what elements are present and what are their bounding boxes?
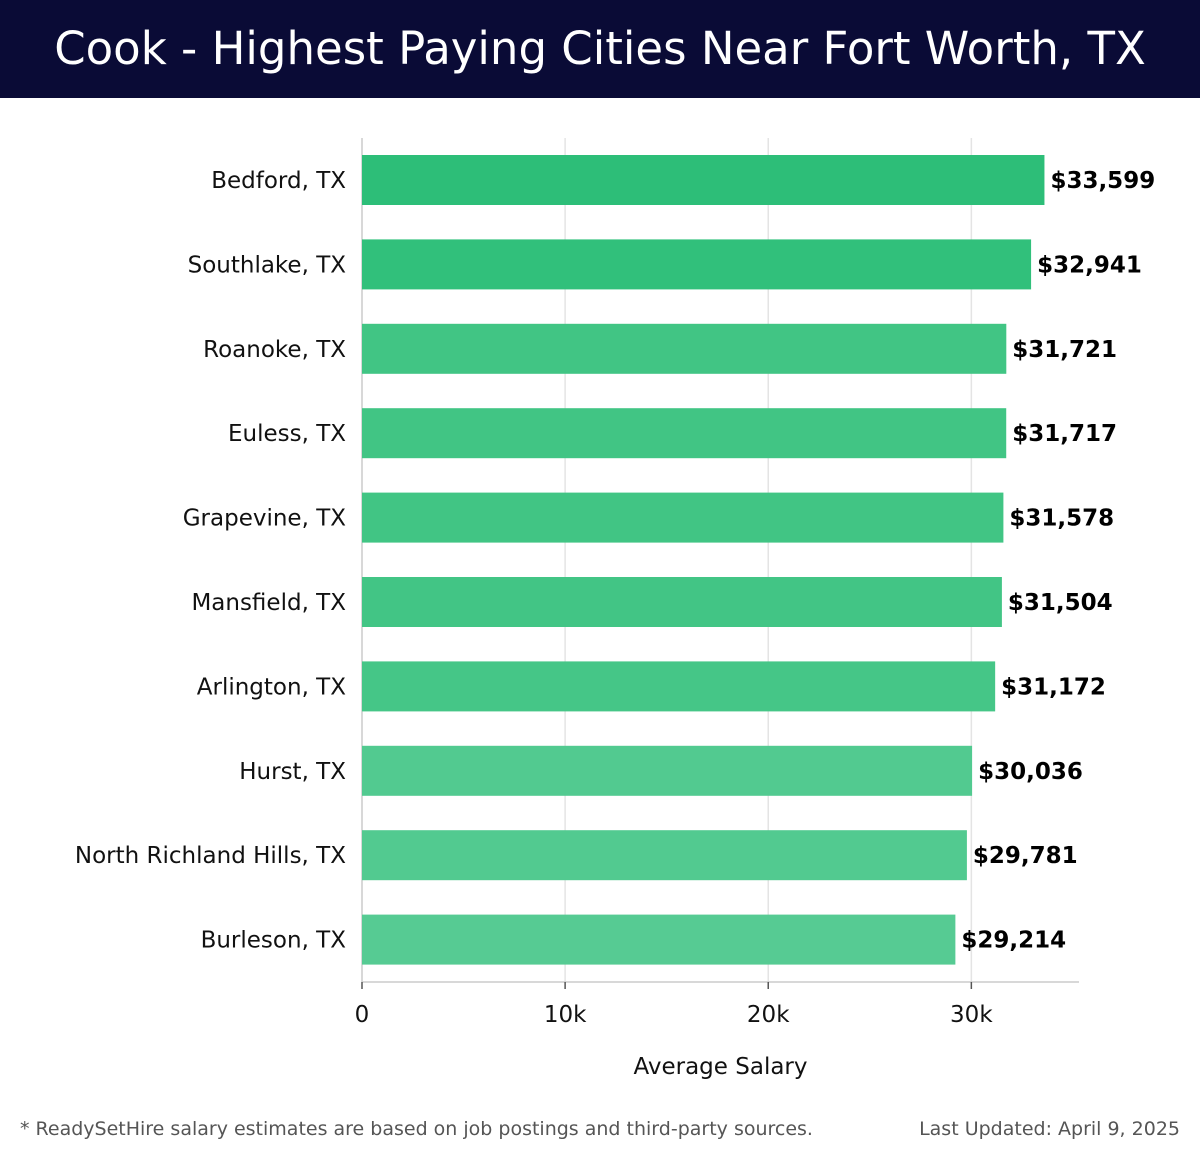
x-tick-label: 20k <box>747 1002 790 1028</box>
category-label: Roanoke, TX <box>203 337 346 363</box>
bar <box>362 239 1032 290</box>
category-label: Burleson, TX <box>201 928 347 954</box>
category-label: Southlake, TX <box>188 252 347 278</box>
value-label: $31,504 <box>1008 590 1113 616</box>
bar <box>362 492 1004 543</box>
value-label: $29,214 <box>961 928 1066 954</box>
footer-note: * ReadySetHire salary estimates are base… <box>20 1118 813 1140</box>
category-label: Mansfield, TX <box>191 590 346 616</box>
x-axis-label: Average Salary <box>633 1054 807 1080</box>
value-label: $32,941 <box>1037 252 1142 278</box>
x-tick-label: 10k <box>544 1002 587 1028</box>
bar-chart: 0 10k 20k 30k Average Salary Bedford, TX $33,5… <box>75 138 1155 1080</box>
chart-title: Cook - Highest Paying Cities Near Fort W… <box>54 22 1146 75</box>
value-label: $29,781 <box>973 843 1078 869</box>
category-label: Hurst, TX <box>239 759 346 785</box>
category-label: Grapevine, TX <box>183 506 347 532</box>
bar <box>362 661 996 712</box>
value-label: $31,172 <box>1001 674 1106 700</box>
bar <box>362 155 1045 205</box>
bar <box>362 830 967 881</box>
category-label: Euless, TX <box>228 421 346 447</box>
category-label: Bedford, TX <box>211 168 346 194</box>
bar <box>362 408 1007 459</box>
value-label: $30,036 <box>978 759 1083 785</box>
value-label: $31,578 <box>1009 506 1114 532</box>
bar <box>362 745 973 796</box>
category-label: Arlington, TX <box>197 674 346 700</box>
value-label: $33,599 <box>1050 168 1155 194</box>
header-bar: Cook - Highest Paying Cities Near Fort W… <box>0 0 1200 98</box>
x-tick-label: 0 <box>355 1002 370 1028</box>
bar <box>362 914 956 965</box>
value-label: $31,721 <box>1012 337 1117 363</box>
bar <box>362 577 1002 627</box>
value-label: $31,717 <box>1012 421 1117 447</box>
x-tick-label: 30k <box>950 1002 993 1028</box>
category-label: North Richland Hills, TX <box>75 843 346 869</box>
bar <box>362 323 1007 374</box>
footer-updated: Last Updated: April 9, 2025 <box>919 1118 1180 1140</box>
